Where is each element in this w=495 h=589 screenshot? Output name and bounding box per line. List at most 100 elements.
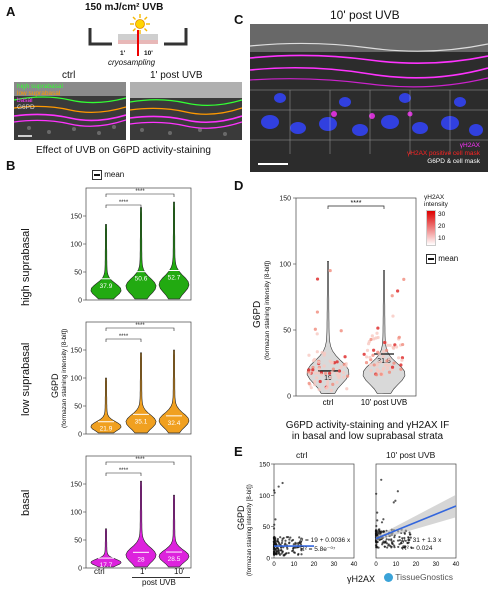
data-point [392,501,395,504]
data-point [382,350,386,354]
data-point [336,373,340,377]
chart-e-post: 0 10 20 30 40 [374,463,460,568]
row-label-low: low suprabasal [20,336,34,426]
data-point [300,547,303,550]
data-point [398,543,401,546]
x-tick-label: 20 [311,562,318,568]
data-point [387,370,392,374]
x-tick-label: ctrl [323,398,334,406]
data-point [313,383,317,387]
violin [90,528,122,568]
data-point [398,539,402,542]
row-label-high: high suprabasal [20,226,34,316]
data-point [281,550,284,553]
data-point [343,355,347,359]
mean-label: 21.9 [100,426,113,433]
data-point [362,352,366,356]
panel-e-letter: E [234,444,243,459]
data-point [288,538,291,541]
data-point [315,277,320,281]
x-tick-label: 10 [393,562,400,568]
footer-brand: TissueGnostics [384,572,453,583]
data-point [331,367,336,371]
mean-label: 37.9 [100,283,113,290]
d-legend-title: γH2AX intensity [424,194,448,208]
data-point [375,543,378,546]
data-point [324,386,328,390]
data-point [386,343,390,347]
data-point [381,366,386,370]
y-tick-label: 0 [266,556,270,563]
data-point [287,535,290,539]
data-point [387,544,390,547]
data-point [398,535,401,539]
mean-label: 32.4 [168,420,181,427]
data-point [397,335,401,339]
data-point [375,492,378,495]
x-tick-label: 10' post UVB [361,398,407,406]
data-point [368,355,372,360]
sig-stars: **** [135,457,145,463]
xtick-1min: 1' [140,567,146,576]
row-label-basal-text: basal [20,489,32,516]
data-point [390,546,393,549]
data-point [381,354,385,359]
mean-label: 52.7 [168,274,181,281]
data-point [374,533,378,536]
data-point [327,371,332,375]
data-point [272,527,276,530]
y-tick-label: 100 [259,493,270,500]
data-point [382,530,385,533]
data-point [375,524,378,528]
sig-stars: **** [135,323,145,329]
y-tick-label: 150 [259,462,270,469]
data-point [375,331,379,335]
panel-a-letter: A [6,4,16,19]
data-point [372,337,376,341]
y-tick-label: 100 [70,510,82,517]
y-tick-label: 50 [283,328,291,335]
data-point [286,547,289,550]
data-point [280,552,283,555]
data-point [382,518,385,521]
e-r2-post: R² = 0.024 [402,545,433,552]
data-point [390,365,395,369]
panel-e-ylabel-sub: (formazan staining intensity [8-bit]) [247,484,253,576]
data-point [276,540,279,543]
data-point [371,353,375,357]
x-tick-label: 30 [433,562,440,568]
violin [125,480,157,568]
data-point [300,553,303,556]
data-point [275,552,278,556]
data-point [377,369,381,373]
data-point [311,365,315,370]
data-point [278,543,281,546]
data-point [272,550,276,553]
y-tick-label: 0 [78,566,82,573]
data-point [384,541,387,544]
chart-b-basal: 0 50 100 150 17.7 28 28.5 **** **** [70,455,192,573]
y-tick-label: 150 [70,348,82,355]
data-point [289,536,292,539]
d-mean-legend-label: mean [438,254,459,264]
mean-label: 50.6 [135,276,148,283]
data-point [274,518,277,521]
panel-d-ylabel-main: G6PD [252,300,263,328]
data-point [331,382,335,387]
data-point [392,540,395,543]
panel-d-caption: G6PD activity-staining and γH2AX IF in b… [240,420,495,442]
data-point [281,537,284,541]
c-legend-gh2ax: γH2AX [459,142,480,149]
data-point [383,363,387,367]
data-point [298,541,301,544]
fit-line [375,505,457,540]
micrograph-ctrl: high suprabasal low suprabasal basal G6P… [14,82,126,140]
data-point [284,542,287,545]
y-tick-label: 100 [70,242,82,249]
data-point [380,478,383,481]
legend-low-suprabasal: low suprabasal [17,90,61,97]
y-tick-label: 0 [287,394,291,401]
panel-b-letter: B [6,158,16,173]
data-point [400,546,404,550]
data-point [287,551,290,555]
